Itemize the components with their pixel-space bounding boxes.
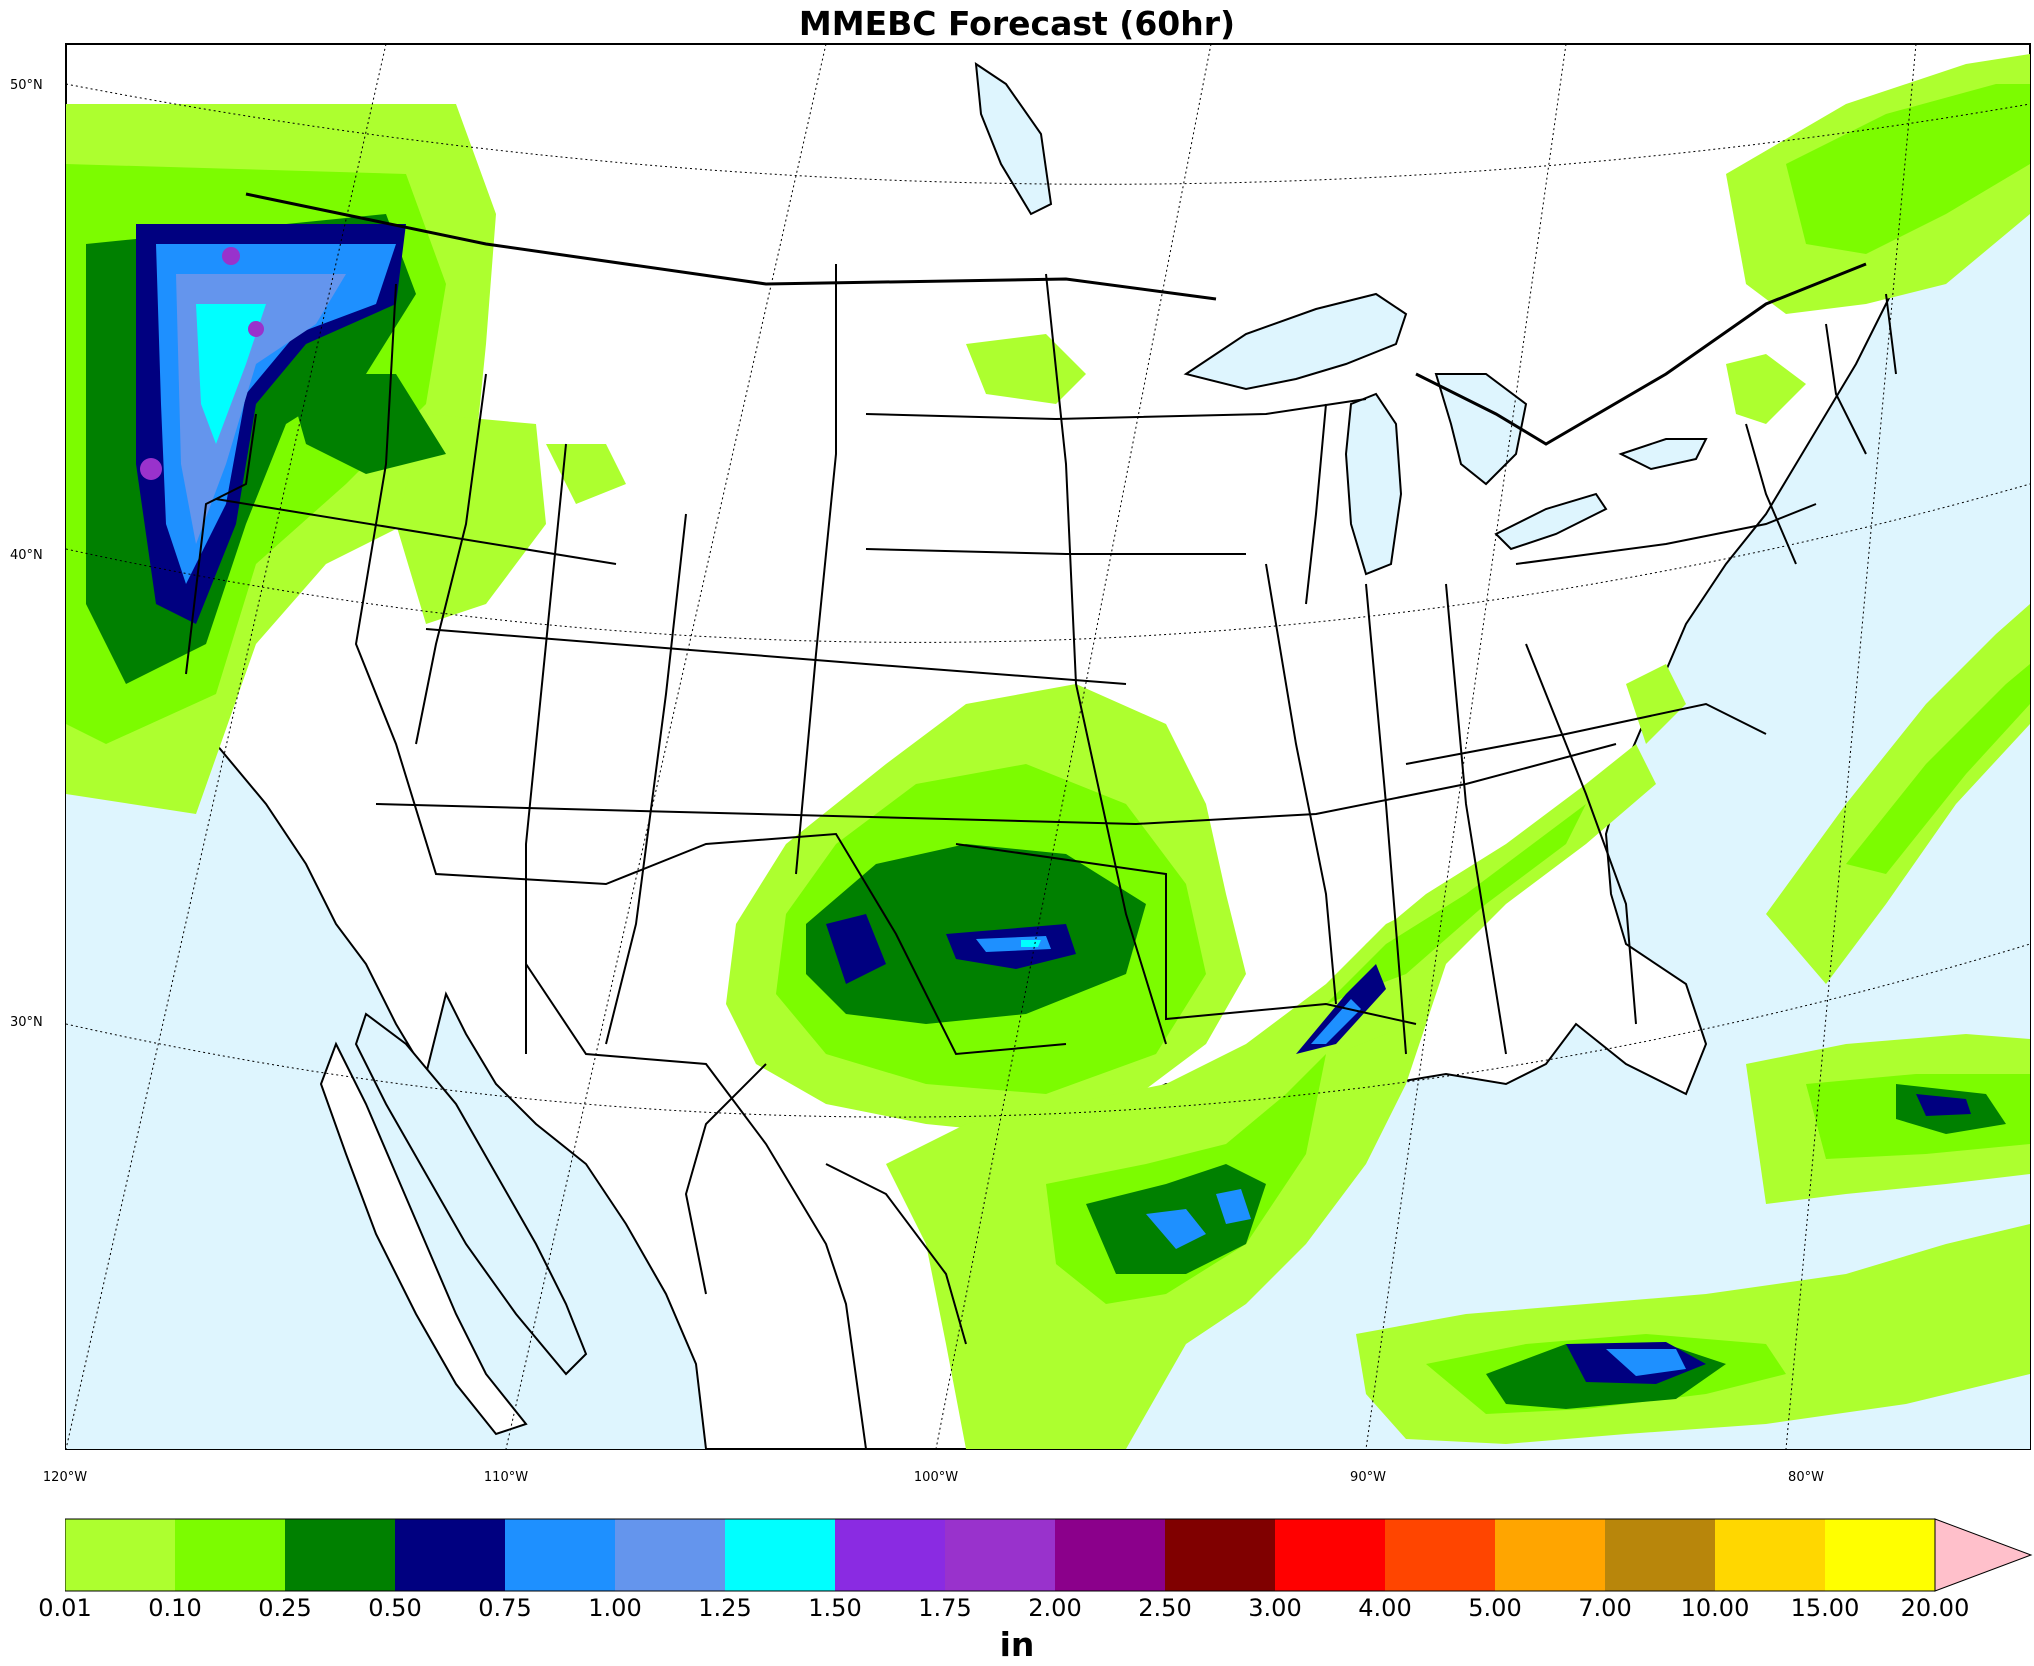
- colorbar-tick-label: 10.00: [1680, 1594, 1750, 1622]
- colorbar-tick-label: 15.00: [1790, 1594, 1860, 1622]
- colorbar-tick-label: 0.25: [258, 1594, 312, 1622]
- colorbar-tick-label: 0.75: [478, 1594, 532, 1622]
- map-title: MMEBC Forecast (60hr): [798, 4, 1236, 43]
- lake-winnipeg: [974, 61, 1053, 216]
- colorbar-tick-label: 0.10: [148, 1594, 202, 1622]
- lake-erie: [1494, 492, 1608, 551]
- colorbar-bin-9: [1055, 1519, 1165, 1591]
- colorbar-bin-6: [725, 1519, 835, 1591]
- colorbar-bin-3: [395, 1519, 505, 1591]
- units-label: in: [999, 1625, 1035, 1664]
- precip-pacific-northwest: [66, 104, 496, 814]
- colorbar-tick-label: 2.50: [1138, 1594, 1192, 1622]
- lat-label-50n: 50°N: [10, 78, 43, 93]
- colorbar-outline: [65, 1518, 1936, 1592]
- colorbar-tick-label: 1.00: [588, 1594, 642, 1622]
- lon-label-100w: 100°W: [913, 1470, 959, 1485]
- colorbar-tick-label: 5.00: [1468, 1594, 1522, 1622]
- colorbar-bin-0: [65, 1519, 175, 1591]
- colorbar-tick-label: 1.50: [808, 1594, 862, 1622]
- lon-label-120w: 120°W: [42, 1470, 88, 1485]
- lake-ontario: [1618, 438, 1708, 471]
- colorbar-tick-label: 20.00: [1900, 1594, 1970, 1622]
- lon-label-90w: 90°W: [1350, 1470, 1386, 1485]
- colorbar-bin-5: [615, 1519, 725, 1591]
- colorbar-tick-label: 1.25: [698, 1594, 752, 1622]
- gulf-of-california: [354, 1012, 588, 1376]
- colorbar-bin-15: [1715, 1519, 1825, 1591]
- colorbar-bin-4: [505, 1519, 615, 1591]
- colorbar-tick-label: 0.01: [38, 1594, 92, 1622]
- colorbar-bin-11: [1275, 1519, 1385, 1591]
- colorbar: [65, 1518, 2033, 1592]
- colorbar-tick-label: 7.00: [1578, 1594, 1632, 1622]
- colorbar-bin-13: [1495, 1519, 1605, 1591]
- colorbar-tick-label: 3.00: [1248, 1594, 1302, 1622]
- political-boundaries: [185, 192, 1897, 1449]
- colorbar-bin-14: [1605, 1519, 1715, 1591]
- colorbar-bin-12: [1385, 1519, 1495, 1591]
- colorbar-tick-label: 0.50: [368, 1594, 422, 1622]
- precip-northern-rockies: [286, 334, 1086, 624]
- lake-huron: [1434, 373, 1528, 486]
- precipitation-map: [65, 43, 2031, 1450]
- colorbar-bin-7: [835, 1519, 945, 1591]
- colorbar-bin-2: [285, 1519, 395, 1591]
- colorbar-extend-arrow: [1934, 1518, 2033, 1592]
- lat-label-40n: 40°N: [10, 548, 43, 563]
- precip-southern-plains: [726, 684, 1246, 1134]
- lon-label-110w: 110°W: [483, 1470, 529, 1485]
- colorbar-bin-1: [175, 1519, 285, 1591]
- lat-label-30n: 30°N: [10, 1015, 43, 1030]
- lake-superior: [1183, 292, 1408, 391]
- colorbar-bin-16: [1825, 1519, 1935, 1591]
- precip-gulf-coast: [886, 904, 1446, 1449]
- colorbar-tick-label: 4.00: [1358, 1594, 1412, 1622]
- lon-label-80w: 80°W: [1788, 1470, 1824, 1485]
- map-canvas: [66, 44, 2030, 1449]
- precip-northeast: [1726, 54, 2030, 424]
- precip-caribbean: [1356, 1224, 2030, 1444]
- colorbar-bin-8: [945, 1519, 1055, 1591]
- precip-atlantic: [1746, 604, 2030, 1204]
- graticule: [66, 44, 2030, 1449]
- colorbar-tick-label: 2.00: [1028, 1594, 1082, 1622]
- colorbar-bin-10: [1165, 1519, 1275, 1591]
- colorbar-tick-label: 1.75: [918, 1594, 972, 1622]
- lake-michigan: [1344, 392, 1403, 576]
